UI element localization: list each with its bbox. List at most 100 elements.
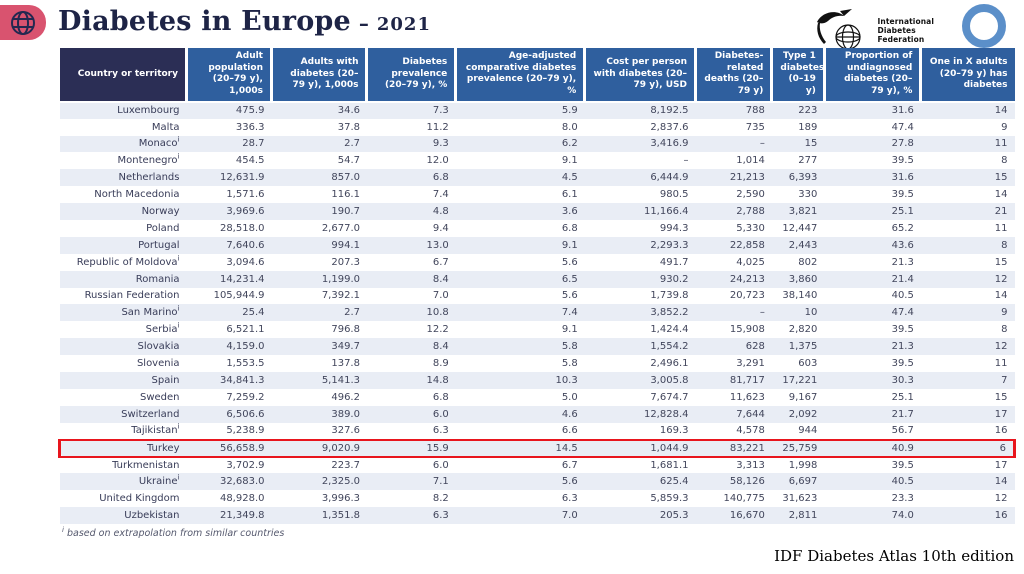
data-cell: 2,496.1 bbox=[650, 358, 689, 370]
globe-icon bbox=[11, 10, 35, 35]
data-cell: 1,553.5 bbox=[226, 358, 265, 370]
data-cell: 788 bbox=[745, 105, 765, 117]
data-cell: 7.0 bbox=[432, 290, 449, 302]
data-cell: 491.7 bbox=[659, 256, 689, 268]
data-cell: 4.6 bbox=[561, 408, 578, 420]
table-row: Slovakia 4,159.0 349.7 8.4 5.8 1,554.2 628 1,37… bbox=[59, 338, 1015, 356]
country-cell: Spain bbox=[151, 374, 180, 386]
data-cell: 9,167 bbox=[788, 391, 818, 403]
data-cell: 1,351.8 bbox=[321, 510, 360, 522]
data-cell: 994.1 bbox=[331, 239, 360, 251]
data-cell: 496.2 bbox=[331, 391, 360, 403]
table-header-row: Country or territory Adult population (20… bbox=[59, 48, 1015, 103]
data-cell: 223.7 bbox=[331, 460, 360, 471]
data-cell: 475.9 bbox=[235, 105, 265, 117]
data-cell: 6.8 bbox=[432, 391, 449, 403]
data-cell: 17,221 bbox=[782, 374, 818, 386]
table-row: San Marinoi 25.4 2.7 10.8 7.4 3,852.2 – 10 47.4 9 bbox=[59, 304, 1015, 322]
data-cell: – bbox=[683, 155, 689, 167]
data-cell: 2.7 bbox=[344, 307, 360, 319]
data-cell: 6.3 bbox=[561, 493, 578, 505]
data-cell: 23.3 bbox=[891, 493, 914, 505]
country-cell: Ukrainei bbox=[138, 474, 180, 488]
data-cell: 2.7 bbox=[344, 138, 360, 150]
data-cell: 40.9 bbox=[824, 438, 921, 458]
data-cell: 3,860 bbox=[788, 273, 818, 285]
data-cell: 5,238.9 bbox=[226, 425, 265, 437]
data-cell: 6.2 bbox=[561, 138, 578, 150]
data-cell: 4,578 bbox=[736, 425, 765, 437]
data-cell: 14.8 bbox=[426, 374, 449, 386]
data-cell: 6,393 bbox=[788, 172, 818, 184]
data-cell: 14,231.4 bbox=[219, 273, 265, 285]
data-cell: 8 bbox=[1001, 324, 1008, 336]
data-cell: 5.6 bbox=[561, 290, 578, 302]
data-cell: 1,739.8 bbox=[650, 290, 689, 302]
data-cell: 21,213 bbox=[729, 172, 765, 184]
country-cell: Uzbekistan bbox=[124, 510, 180, 522]
data-cell: 116.1 bbox=[331, 189, 360, 201]
data-cell: 1,044.9 bbox=[584, 438, 696, 458]
globe-badge bbox=[0, 5, 46, 40]
data-cell: 6.5 bbox=[561, 273, 578, 285]
country-cell: Slovakia bbox=[137, 341, 180, 353]
data-cell: 4.8 bbox=[432, 206, 449, 218]
data-cell: 31.6 bbox=[891, 172, 914, 184]
data-cell: 8.9 bbox=[432, 358, 449, 370]
table-row: Switzerland 6,506.6 389.0 6.0 4.6 12,828.4 7,6… bbox=[59, 405, 1015, 423]
country-cell: Serbiai bbox=[145, 321, 180, 336]
data-cell: 16 bbox=[994, 510, 1008, 522]
data-cell: 5.9 bbox=[561, 105, 578, 117]
data-cell: 2,837.6 bbox=[650, 121, 689, 133]
column-header-8: Proportion of undiagnosed diabetes (20–7… bbox=[822, 48, 921, 103]
diabetes-table-container: Country or territory Adult population (20… bbox=[58, 48, 1016, 525]
table-row: United Kingdom 48,928.0 3,996.3 8.2 6.3 5,859… bbox=[60, 490, 1015, 507]
data-cell: 47.4 bbox=[891, 307, 914, 319]
data-cell: 6,506.6 bbox=[226, 408, 265, 420]
country-cell: Portugal bbox=[138, 239, 180, 251]
data-cell: 857.0 bbox=[331, 172, 360, 184]
data-cell: 137.8 bbox=[331, 358, 360, 370]
idf-name-line: Federation bbox=[877, 34, 925, 44]
data-cell: 169.3 bbox=[659, 425, 689, 437]
data-cell: 10.8 bbox=[426, 307, 449, 319]
table-row: Serbiai 6,521.1 796.8 12.2 9.1 1,424.4 15,908 2… bbox=[60, 321, 1015, 338]
data-cell: 13.0 bbox=[426, 239, 449, 251]
data-cell: 21.7 bbox=[891, 408, 914, 420]
data-cell: 43.6 bbox=[891, 239, 914, 251]
data-cell: 930.2 bbox=[659, 273, 689, 285]
data-cell: 994.3 bbox=[659, 222, 689, 234]
data-cell: 3,852.2 bbox=[650, 307, 689, 319]
page-title: Diabetes in Europe – 2021 bbox=[58, 6, 431, 37]
data-cell: 1,998 bbox=[788, 460, 818, 471]
data-cell: 7.4 bbox=[432, 189, 449, 201]
country-cell: Norway bbox=[141, 206, 180, 218]
data-cell: 21.3 bbox=[891, 256, 914, 268]
data-cell: 39.5 bbox=[891, 155, 914, 167]
data-cell: 5,330 bbox=[736, 222, 765, 234]
data-cell: 1,424.4 bbox=[650, 324, 689, 336]
footnote: i based on extrapolation from similar co… bbox=[62, 526, 284, 539]
data-cell: 21.3 bbox=[891, 341, 914, 353]
data-cell: 9,020.9 bbox=[271, 438, 367, 458]
data-cell: 38,140 bbox=[782, 290, 818, 302]
data-cell: 11 bbox=[994, 222, 1008, 234]
country-cell: Netherlands bbox=[118, 172, 180, 184]
data-cell: 9.1 bbox=[561, 155, 578, 167]
data-cell: 5,859.3 bbox=[650, 493, 689, 505]
country-cell: San Marinoi bbox=[121, 305, 180, 319]
data-cell: 223 bbox=[798, 105, 818, 117]
data-cell: 1,571.6 bbox=[226, 189, 265, 201]
data-cell: 9.1 bbox=[561, 324, 578, 336]
data-cell: 15 bbox=[804, 138, 818, 150]
data-cell: 40.5 bbox=[891, 476, 914, 488]
data-cell: 3,416.9 bbox=[650, 138, 689, 150]
data-cell: 190.7 bbox=[331, 206, 360, 218]
data-cell: 14 bbox=[994, 476, 1008, 488]
data-cell: 4.5 bbox=[561, 172, 578, 184]
data-cell: – bbox=[759, 138, 765, 150]
data-cell: 9.1 bbox=[561, 239, 578, 251]
idf-name-line: International bbox=[877, 16, 934, 26]
column-header-1: Adult population (20–79 y), 1,000s bbox=[185, 48, 272, 103]
country-cell: United Kingdom bbox=[99, 493, 180, 505]
